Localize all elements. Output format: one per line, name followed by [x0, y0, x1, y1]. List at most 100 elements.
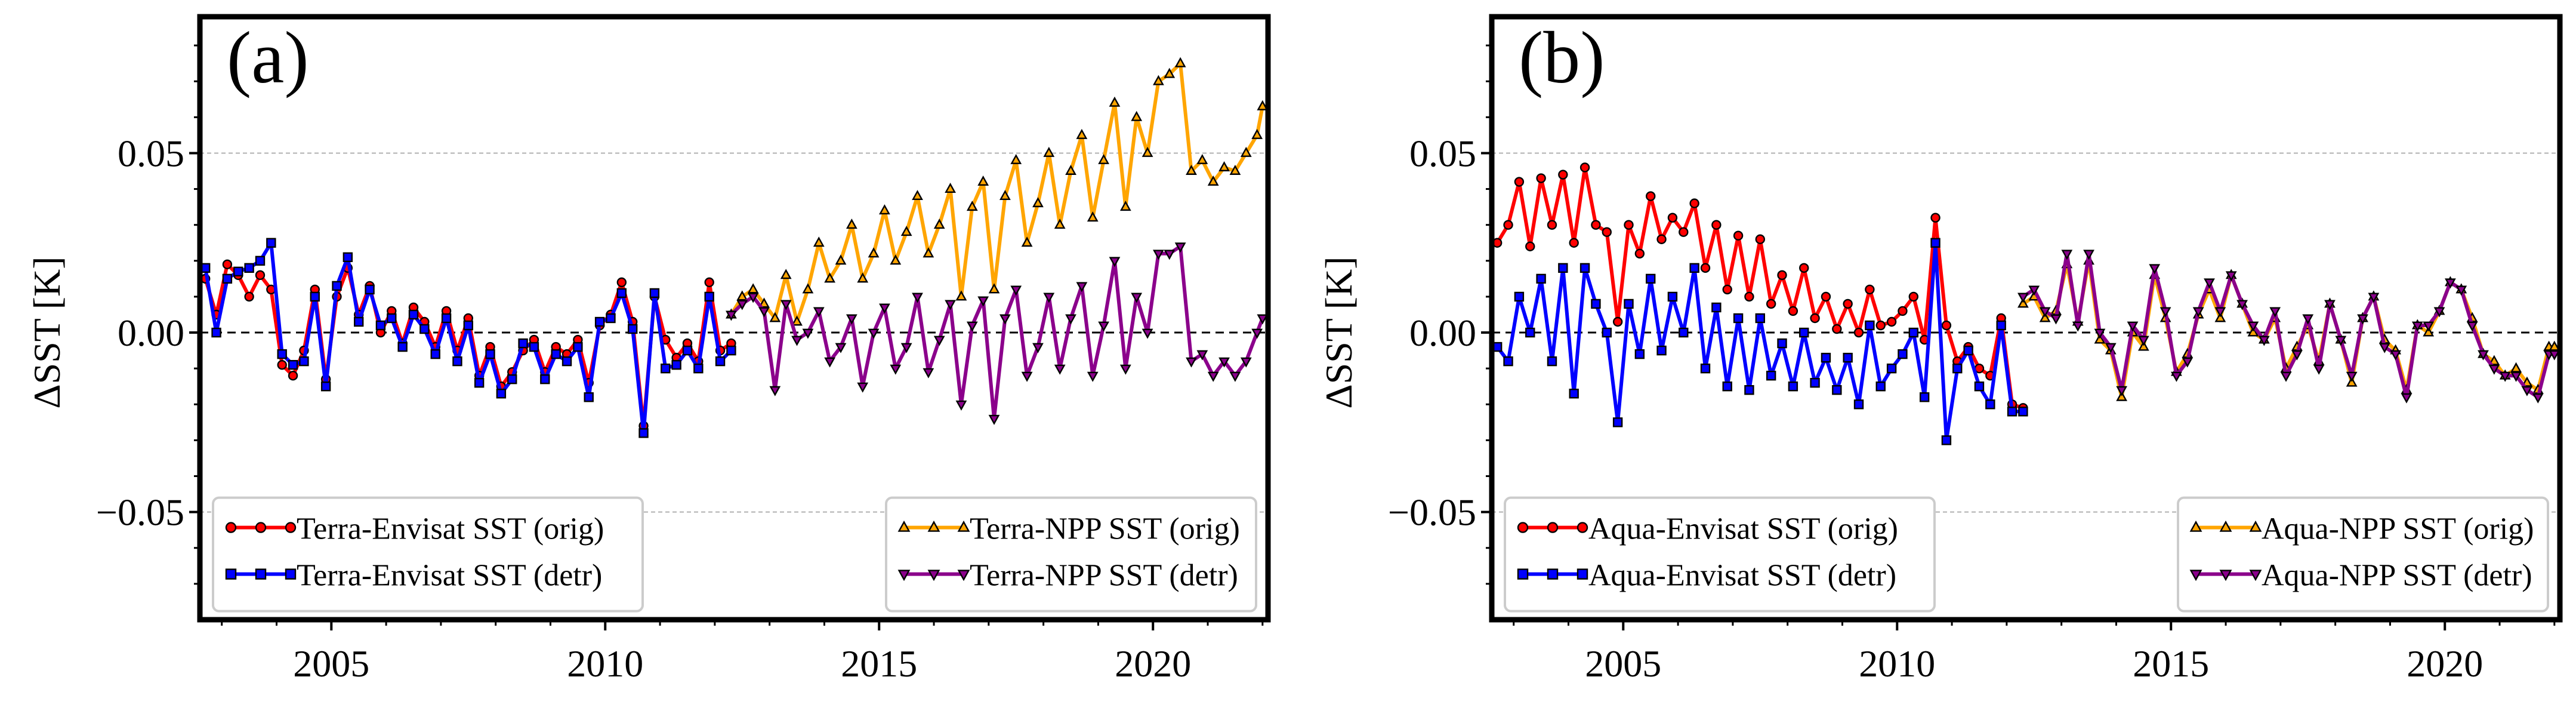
- data-point: [649, 288, 660, 299]
- data-point: [1941, 320, 1952, 331]
- data-point: [1634, 349, 1645, 359]
- data-point: [1257, 314, 1268, 325]
- data-point: [2017, 293, 2029, 303]
- data-point: [966, 201, 978, 211]
- data-point: [890, 254, 902, 265]
- data-point: [1679, 227, 1689, 237]
- data-point: [2214, 312, 2226, 322]
- data-point: [955, 400, 967, 411]
- data-point: [2083, 250, 2094, 260]
- data-point: [1788, 306, 1798, 316]
- data-point: [2280, 371, 2292, 382]
- data-point: [857, 272, 869, 283]
- data-point: [1656, 345, 1667, 356]
- data-point: [2488, 355, 2500, 365]
- data-point: [879, 303, 890, 314]
- data-point: [661, 363, 671, 374]
- data-point: [1153, 250, 1164, 260]
- data-point: [1032, 343, 1044, 353]
- data-point: [485, 349, 495, 359]
- data-point: [2390, 350, 2401, 361]
- data-point: [1821, 291, 1831, 302]
- series-aqua-envisat-sst-detr: [1492, 238, 2028, 445]
- data-point: [988, 414, 1000, 425]
- legend-entry-label: Aqua-Envisat SST (orig): [1588, 512, 1898, 546]
- data-point: [912, 190, 923, 201]
- data-point: [769, 386, 781, 396]
- data-point: [2324, 300, 2336, 310]
- data-point: [277, 349, 287, 359]
- data-point: [988, 283, 1000, 294]
- data-point: [1689, 263, 1699, 273]
- data-point: [2214, 307, 2226, 318]
- legend-swatch-marker: [927, 570, 940, 581]
- legend-swatch-marker: [1577, 522, 1588, 533]
- legend-swatch-marker: [2249, 570, 2262, 581]
- data-point: [1711, 302, 1722, 313]
- data-point: [233, 266, 243, 277]
- legend-swatch-marker: [1547, 522, 1559, 533]
- series-aqua-npp-sst-detr: [2017, 250, 2560, 404]
- data-point: [2368, 293, 2380, 303]
- data-point: [900, 226, 912, 236]
- data-point: [255, 270, 266, 281]
- chart-panel-b: −0.05 0.00 0.05 2005 2010 2015 2020 ΔSST [K] (b)…: [1318, 14, 2563, 685]
- data-point: [2346, 371, 2358, 382]
- data-point: [1810, 378, 1820, 388]
- data-point: [1865, 320, 1875, 331]
- data-point: [1799, 327, 1809, 338]
- data-point: [912, 293, 923, 303]
- data-point: [222, 259, 233, 270]
- data-point: [1186, 357, 1197, 368]
- data-point: [1153, 75, 1164, 85]
- data-point: [365, 284, 375, 295]
- data-point: [1207, 176, 1219, 186]
- plot-area: [200, 57, 1268, 438]
- data-point: [2028, 285, 2040, 296]
- data-point: [2061, 250, 2073, 260]
- legend-swatch-marker: [2189, 570, 2202, 581]
- data-point: [1919, 392, 1930, 402]
- data-point: [1164, 250, 1176, 260]
- y-tick-label: −0.05: [96, 491, 184, 534]
- x-tick-label: 2005: [1585, 642, 1661, 685]
- data-point: [1218, 357, 1230, 368]
- data-point: [1196, 153, 1208, 164]
- data-point: [1612, 316, 1623, 327]
- legend-swatch-marker: [255, 522, 267, 533]
- data-point: [1131, 110, 1143, 121]
- data-point: [1777, 338, 1787, 349]
- data-point: [2466, 321, 2478, 332]
- data-point: [1569, 238, 1579, 248]
- axes-frame: [197, 14, 1271, 623]
- data-point: [616, 288, 627, 299]
- data-point: [933, 336, 945, 346]
- data-point: [1021, 236, 1033, 247]
- data-point: [562, 356, 572, 367]
- data-point: [2510, 362, 2522, 373]
- data-point: [2137, 340, 2149, 351]
- legend-box: [885, 496, 1257, 613]
- data-point: [2137, 336, 2149, 346]
- data-point: [1941, 435, 1952, 445]
- data-point: [441, 313, 452, 324]
- data-point: [2039, 307, 2051, 318]
- y-tick-label: 0.05: [118, 132, 184, 174]
- data-point: [1251, 128, 1263, 139]
- data-point: [1098, 321, 1109, 332]
- data-point: [2401, 393, 2413, 404]
- data-point: [693, 363, 704, 374]
- data-point: [430, 349, 440, 359]
- panel-label: (b): [1519, 17, 1605, 99]
- data-point: [1142, 146, 1153, 157]
- data-point: [1010, 285, 1022, 296]
- data-point: [1547, 220, 1557, 230]
- data-point: [332, 281, 342, 291]
- data-point: [2455, 285, 2467, 296]
- data-point: [1624, 220, 1634, 230]
- data-point: [2346, 376, 2358, 387]
- data-point: [999, 190, 1011, 201]
- data-point: [211, 327, 221, 338]
- x-tick-label: 2005: [293, 642, 369, 685]
- data-point: [1875, 381, 1886, 392]
